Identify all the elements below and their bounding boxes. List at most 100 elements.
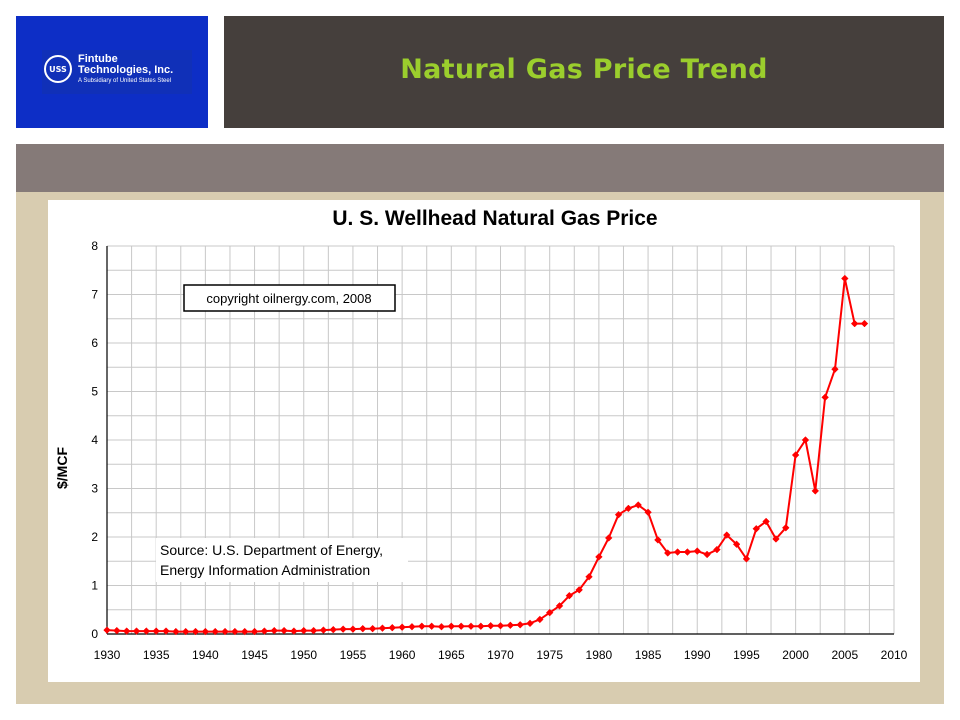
data-point [280,626,288,635]
data-point [408,622,416,631]
x-tick-label: 1985 [635,648,662,662]
x-tick-label: 1995 [733,648,760,662]
data-point [162,627,170,635]
y-tick-label: 4 [91,433,98,447]
data-point [457,622,465,630]
company-logo-panel: USS Fintube Technologies, Inc. A Subsidi… [16,16,208,128]
data-point [113,626,121,635]
data-point [359,624,367,633]
data-point [791,451,800,459]
data-point [349,625,357,633]
x-tick-label: 1945 [241,648,268,662]
data-point [339,625,347,633]
company-logo: USS Fintube Technologies, Inc. A Subsidi… [42,50,192,94]
data-point [250,627,259,636]
data-point [398,623,406,631]
title-bar: Natural Gas Price Trend [224,16,944,128]
x-tick-label: 1940 [192,648,219,662]
y-tick-label: 5 [91,385,98,399]
data-point [240,627,249,636]
source-background [156,538,408,582]
annotations: copyright oilnergy.com, 2008 Source: U.S.… [156,284,408,582]
data-point [604,534,613,542]
logo-name-line1: Fintube [78,53,118,65]
data-point [496,622,505,630]
y-tick-label: 7 [91,288,98,302]
data-point [703,550,711,559]
axes [106,246,894,635]
chart-image: U. S. Wellhead Natural Gas Price $/MCF 1… [48,200,920,682]
chart-title: U. S. Wellhead Natural Gas Price [332,207,657,230]
x-tick-label: 1930 [94,648,121,662]
logo-name-line2: Technologies, Inc. [78,64,174,76]
data-point [103,626,111,634]
data-point [467,622,475,630]
x-tick-label: 1970 [487,648,514,662]
price-chart: U. S. Wellhead Natural Gas Price $/MCF 1… [54,207,908,662]
x-tick-label: 2005 [831,648,858,662]
data-point [437,622,446,631]
y-tick-label: 3 [91,482,98,496]
data-point [516,621,524,629]
source-line-1: Source: U.S. Department of Energy, [160,542,383,558]
data-point [644,508,652,517]
x-tick-label: 1935 [143,648,170,662]
y-tick-label: 8 [91,239,98,253]
data-point [201,627,210,636]
data-point [368,624,377,633]
tick-labels: 1930 1935 1940 1945 1950 1955 1960 1965 1970 1975… [91,239,907,662]
data-point [752,525,761,533]
y-tick-label: 6 [91,336,98,350]
data-point [811,487,820,495]
data-point [713,545,721,554]
data-point [221,627,229,636]
data-point [191,627,200,636]
data-point [260,627,269,635]
copyright-box [183,284,396,312]
x-tick-label: 1975 [536,648,563,662]
data-point [211,627,219,636]
data-point [447,622,456,630]
x-tick-label: 1960 [389,648,416,662]
data-point [782,524,790,532]
data-point [309,626,318,635]
data-point [181,627,190,636]
data-point [742,555,751,563]
data-point [319,626,328,634]
x-tick-label: 2010 [881,648,908,662]
x-tick-label: 1990 [684,648,711,662]
data-point [132,627,141,635]
data-point [723,531,731,539]
data-point [624,504,633,513]
data-point [614,510,623,519]
data-point [270,626,278,635]
data-point [142,627,151,635]
logo-subline: A Subsidiary of United States Steel [78,78,172,84]
data-point [575,586,583,594]
data-point [663,549,672,557]
data-point [486,622,495,630]
source-line-2: Energy Information Administration [160,562,370,578]
data-point [821,393,829,402]
data-point [122,627,131,635]
x-tick-label: 2000 [782,648,809,662]
data-point [762,517,770,526]
data-point [329,625,338,634]
data-point [673,548,682,556]
data-point [555,602,564,610]
data-point [418,622,426,630]
data-point [526,619,534,628]
data-point [801,436,810,444]
data-point [654,536,662,544]
data-point [693,547,702,555]
data-point [231,627,239,636]
y-axis-label: $/MCF [54,447,70,489]
data-point [850,319,859,328]
data-point [299,626,308,635]
x-tick-label: 1950 [290,648,317,662]
slide-title: Natural Gas Price Trend [400,54,768,85]
data-point [536,615,544,624]
copyright-text: copyright oilnergy.com, 2008 [206,291,371,306]
x-tick-label: 1955 [340,648,367,662]
series-layer [103,274,869,636]
